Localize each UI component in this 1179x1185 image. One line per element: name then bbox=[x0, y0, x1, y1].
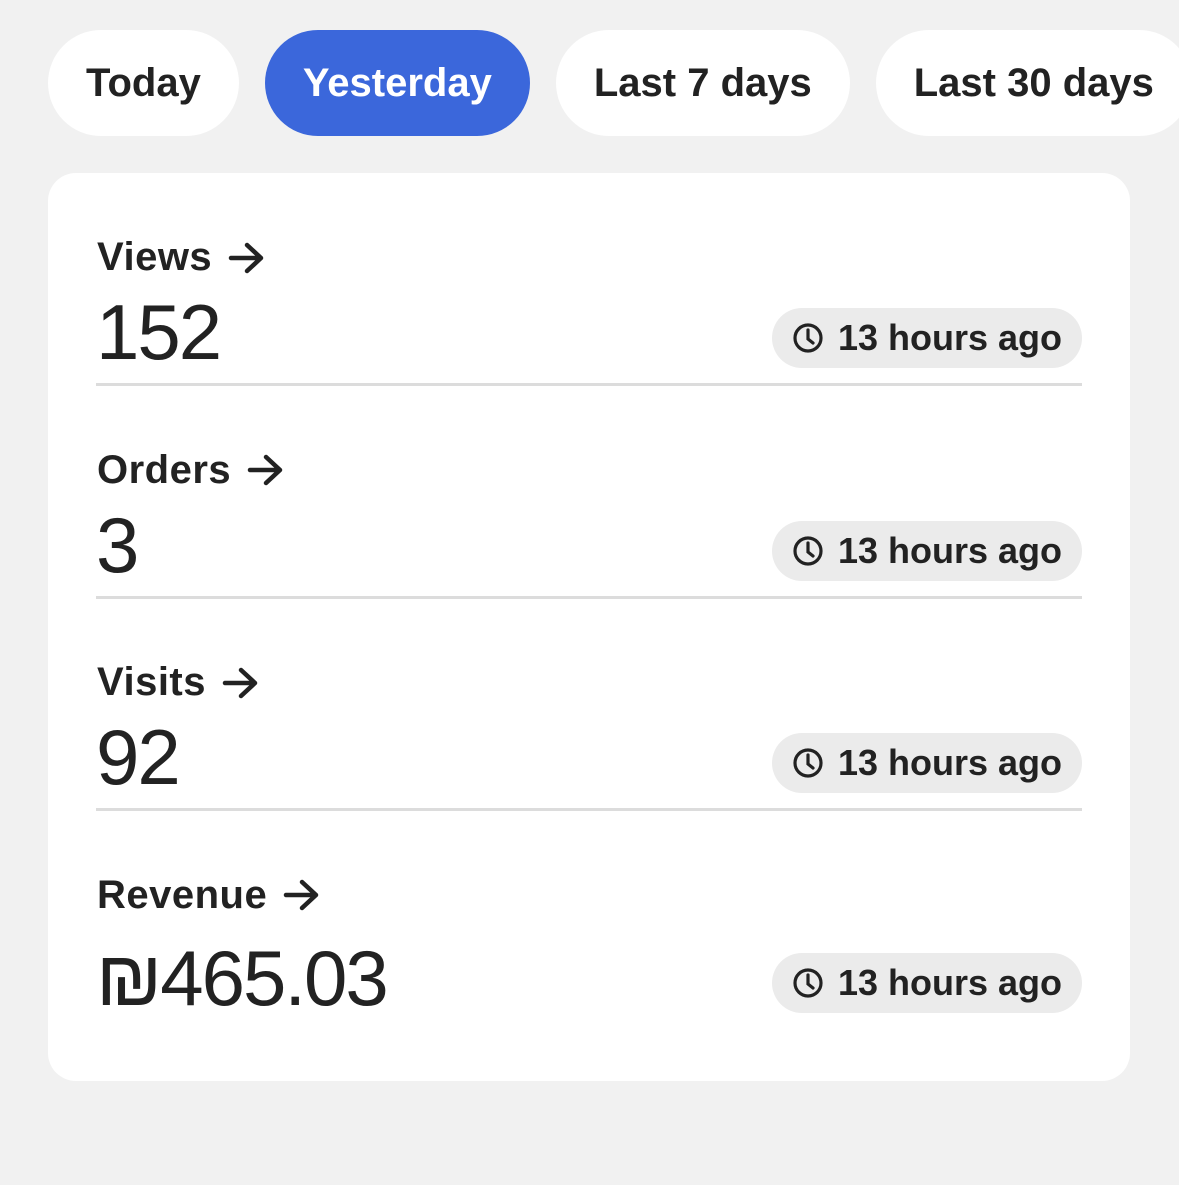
metric-row-visits: Visits 92 13 hours ago bbox=[96, 598, 1082, 811]
clock-icon bbox=[792, 535, 824, 567]
tab-today[interactable]: Today bbox=[48, 30, 239, 136]
metric-label: Orders bbox=[97, 447, 232, 492]
tab-last-30-days[interactable]: Last 30 days bbox=[875, 30, 1179, 136]
divider bbox=[96, 808, 1082, 811]
updated-badge: 13 hours ago bbox=[771, 952, 1082, 1013]
arrow-right-icon bbox=[222, 666, 260, 700]
metric-link[interactable]: Revenue bbox=[97, 873, 321, 918]
updated-text: 13 hours ago bbox=[837, 529, 1062, 571]
clock-icon bbox=[792, 322, 824, 354]
metric-label: Views bbox=[97, 235, 213, 279]
metric-value: 92 bbox=[96, 713, 181, 801]
metric-link[interactable]: Visits bbox=[97, 660, 260, 705]
arrow-right-icon bbox=[283, 878, 321, 912]
divider bbox=[96, 595, 1082, 599]
metric-link[interactable]: Views bbox=[97, 235, 266, 280]
updated-badge: 13 hours ago bbox=[771, 308, 1082, 368]
metric-value: 152 bbox=[96, 288, 222, 376]
updated-badge: 13 hours ago bbox=[771, 520, 1082, 581]
date-range-tabs: Today Yesterday Last 7 days Last 30 days bbox=[48, 30, 1179, 136]
tab-yesterday[interactable]: Yesterday bbox=[264, 30, 530, 136]
metric-value: ₪465.03 bbox=[96, 933, 389, 1022]
updated-text: 13 hours ago bbox=[837, 317, 1062, 358]
metric-row-orders: Orders 3 13 hours ago bbox=[96, 386, 1082, 599]
updated-text: 13 hours ago bbox=[837, 961, 1062, 1003]
metric-link[interactable]: Orders bbox=[97, 448, 285, 493]
divider bbox=[96, 383, 1082, 386]
arrow-right-icon bbox=[228, 241, 266, 275]
metric-label: Visits bbox=[97, 660, 206, 704]
clock-icon bbox=[792, 967, 824, 999]
updated-text: 13 hours ago bbox=[837, 742, 1062, 783]
tab-last-7-days[interactable]: Last 7 days bbox=[555, 30, 850, 136]
stats-card: Views 152 13 hours ago Orders 3 13 hours… bbox=[48, 173, 1130, 1081]
metric-label: Revenue bbox=[97, 872, 268, 917]
metric-row-revenue: Revenue ₪465.03 13 hours ago bbox=[96, 811, 1082, 1024]
updated-badge: 13 hours ago bbox=[771, 733, 1082, 793]
arrow-right-icon bbox=[247, 453, 285, 487]
metric-value: 3 bbox=[96, 500, 139, 589]
clock-icon bbox=[792, 747, 824, 779]
metric-row-views: Views 152 13 hours ago bbox=[96, 173, 1082, 386]
